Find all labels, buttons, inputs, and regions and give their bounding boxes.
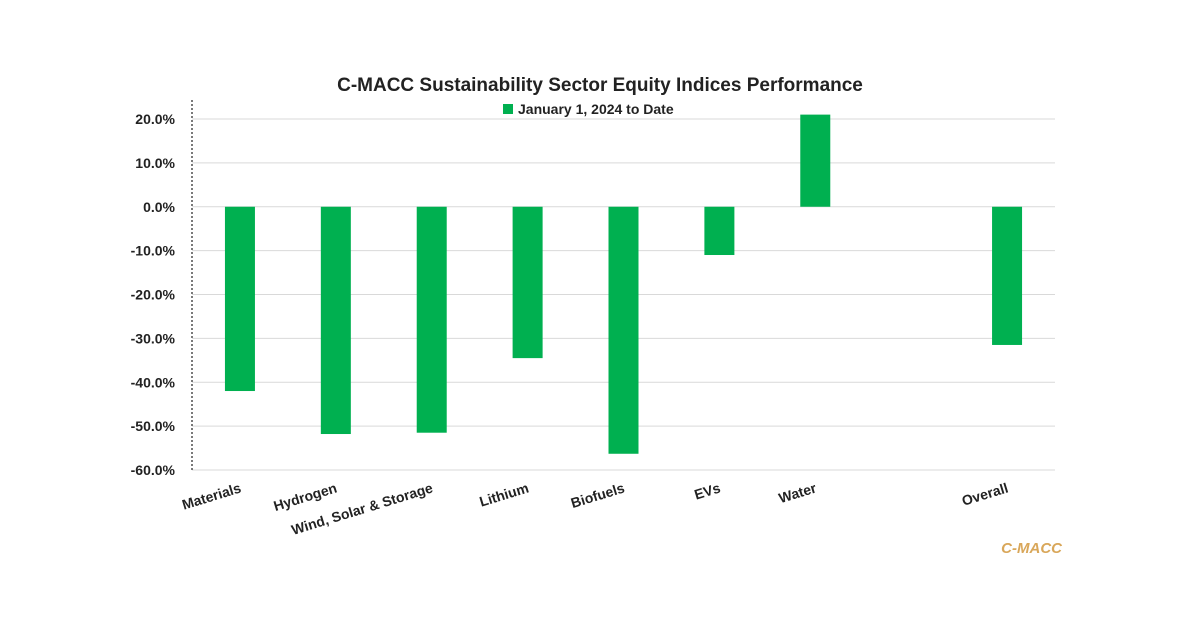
bar [224, 206, 255, 392]
bar [608, 206, 639, 454]
x-tick-label: Materials [180, 480, 243, 513]
x-tick-label: Hydrogen [272, 480, 339, 514]
bar [416, 206, 447, 433]
x-tick-label: Overall [960, 480, 1010, 509]
bar [704, 206, 735, 256]
y-tick-label: -50.0% [131, 418, 176, 434]
y-tick-label: -30.0% [131, 330, 176, 346]
legend-swatch [503, 104, 513, 114]
bar [800, 114, 831, 207]
watermark-logo: C-MACC [1001, 540, 1063, 557]
legend-label: January 1, 2024 to Date [518, 101, 674, 117]
y-axis-ticks: 20.0% 10.0% 0.0% -10.0% -20.0% -30.0% -40.0% -5… [131, 111, 176, 478]
x-tick-label: EVs [692, 480, 722, 503]
y-tick-label: -40.0% [131, 374, 176, 390]
chart-title: C-MACC Sustainability Sector Equity Indi… [337, 75, 863, 96]
y-tick-label: 10.0% [135, 155, 175, 171]
y-tick-label: -60.0% [131, 462, 176, 478]
y-tick-label: 20.0% [135, 111, 175, 127]
bar [320, 206, 351, 435]
x-tick-label: Biofuels [569, 480, 627, 512]
bars [224, 114, 1023, 454]
x-tick-label: Lithium [477, 480, 530, 510]
y-tick-label: 0.0% [143, 199, 175, 215]
bar [512, 206, 543, 359]
bar [992, 206, 1023, 345]
x-tick-label: Water [777, 479, 819, 506]
legend: January 1, 2024 to Date [503, 101, 674, 117]
y-tick-label: -20.0% [131, 287, 176, 303]
y-tick-label: -10.0% [131, 243, 176, 259]
